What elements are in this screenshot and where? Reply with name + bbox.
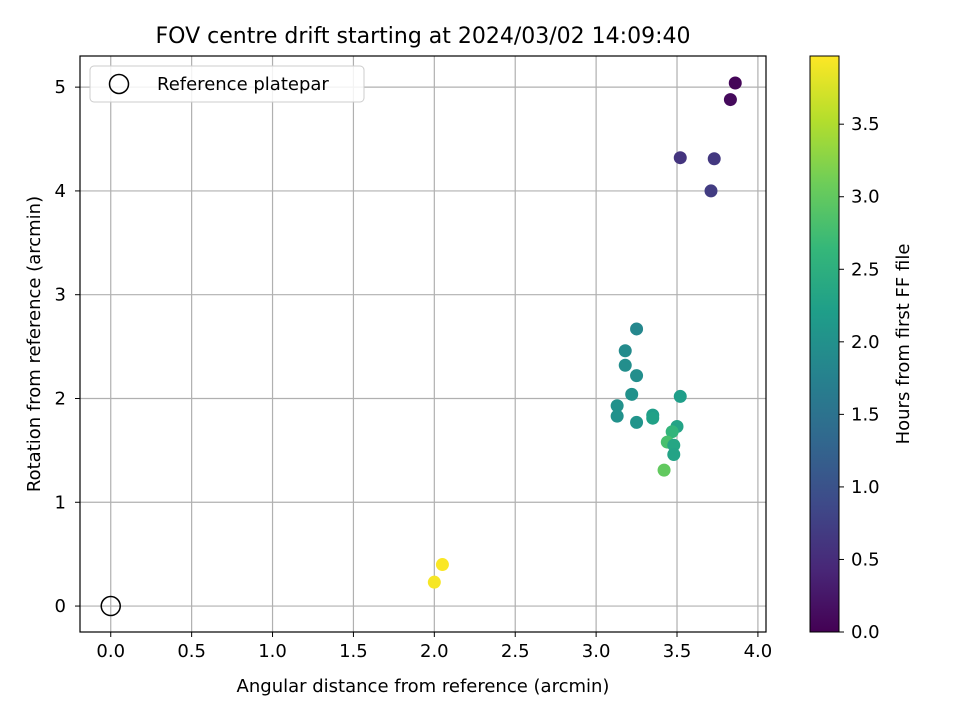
data-point bbox=[646, 411, 660, 425]
legend-marker-reference bbox=[108, 73, 130, 95]
data-point bbox=[427, 575, 441, 589]
data-point bbox=[610, 409, 624, 423]
grid-lines bbox=[80, 56, 766, 632]
plot-frame bbox=[79, 55, 767, 633]
x-tick-label: 1.0 bbox=[258, 641, 287, 662]
data-point bbox=[625, 387, 639, 401]
y-tick-label: 1 bbox=[55, 492, 66, 513]
x-axis-title: Angular distance from reference (arcmin) bbox=[237, 676, 610, 697]
data-point bbox=[665, 425, 679, 439]
chart-title: FOV centre drift starting at 2024/03/02 … bbox=[156, 24, 691, 49]
data-point bbox=[610, 399, 624, 413]
reference-point-marker bbox=[100, 595, 121, 617]
data-point bbox=[630, 415, 644, 429]
x-tick-label: 2.5 bbox=[501, 641, 530, 662]
y-tick-label: 3 bbox=[55, 285, 66, 306]
data-point bbox=[673, 389, 687, 403]
x-axis-ticks: 0.0 0.5 1.0 1.5 2.0 2.5 3.0 3.5 4.0 bbox=[96, 632, 772, 662]
colorbar-ticks: 0.0 0.5 1.0 1.5 2.0 2.5 3.0 3.5 bbox=[839, 114, 880, 643]
y-tick-label: 5 bbox=[55, 77, 66, 98]
colorbar-tick-label: 1.5 bbox=[851, 404, 880, 425]
x-tick-label: 1.5 bbox=[339, 641, 368, 662]
data-point bbox=[630, 322, 644, 336]
colorbar-tick-label: 2.5 bbox=[851, 259, 880, 280]
colorbar-tick-label: 0.0 bbox=[851, 622, 880, 643]
colorbar: 0.0 0.5 1.0 1.5 2.0 2.5 3.0 3.5 Hours from firs… bbox=[809, 55, 914, 643]
x-tick-label: 2.0 bbox=[420, 641, 449, 662]
colorbar-tick-label: 0.5 bbox=[851, 549, 880, 570]
data-point bbox=[667, 448, 681, 462]
data-point bbox=[728, 76, 742, 90]
colorbar-tick-label: 2.0 bbox=[851, 332, 880, 353]
data-point bbox=[618, 358, 632, 372]
x-tick-label: 0.5 bbox=[177, 641, 206, 662]
colorbar-tick-label: 3.5 bbox=[851, 114, 880, 135]
colorbar-label: Hours from first FF file bbox=[893, 244, 914, 445]
data-point bbox=[667, 438, 681, 452]
x-tick-label: 4.0 bbox=[744, 641, 773, 662]
legend: Reference platepar bbox=[89, 65, 365, 103]
data-point bbox=[673, 151, 687, 165]
legend-box bbox=[89, 65, 365, 103]
data-point bbox=[707, 152, 721, 166]
data-point bbox=[618, 344, 632, 358]
data-point bbox=[630, 369, 644, 383]
x-tick-label: 0.0 bbox=[96, 641, 125, 662]
y-tick-label: 2 bbox=[55, 388, 66, 409]
data-point bbox=[723, 93, 737, 107]
data-point bbox=[657, 463, 671, 477]
reference-layer bbox=[100, 595, 121, 617]
y-axis-ticks: 0 1 2 3 4 5 bbox=[55, 77, 80, 617]
y-axis-title: Rotation from reference (arcmin) bbox=[24, 196, 45, 492]
colorbar-tick-label: 3.0 bbox=[851, 187, 880, 208]
x-tick-label: 3.0 bbox=[582, 641, 611, 662]
colorbar-tick-label: 1.0 bbox=[851, 477, 880, 498]
x-tick-label: 3.5 bbox=[663, 641, 692, 662]
y-tick-label: 0 bbox=[55, 596, 66, 617]
legend-label-reference: Reference platepar bbox=[157, 74, 329, 95]
data-point bbox=[435, 558, 449, 572]
data-point bbox=[704, 184, 718, 198]
scatter-points bbox=[427, 76, 742, 589]
colorbar-gradient bbox=[809, 55, 840, 633]
y-tick-label: 4 bbox=[55, 181, 66, 202]
